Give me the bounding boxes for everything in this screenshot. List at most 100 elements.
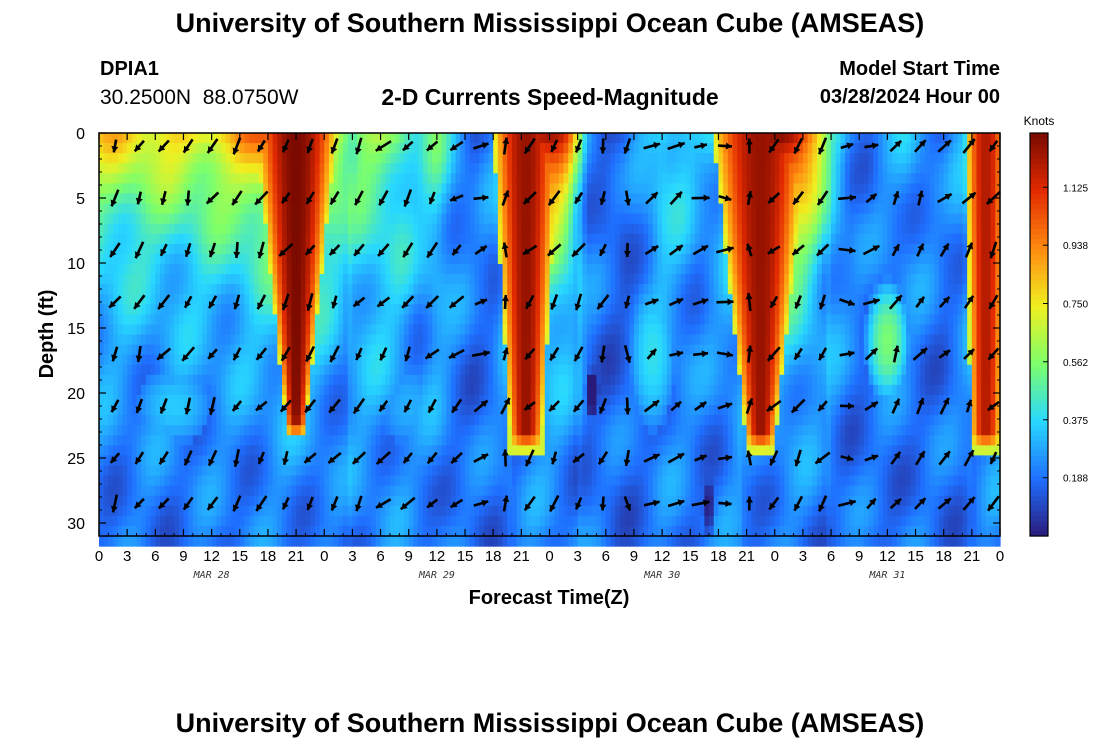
heatmap-cell — [183, 314, 189, 326]
heatmap-cell — [657, 445, 663, 456]
heatmap-cell — [188, 183, 194, 195]
heatmap-cell — [253, 143, 260, 154]
heatmap-cell — [282, 153, 288, 164]
heatmap-cell — [483, 284, 490, 295]
heatmap-cell — [357, 384, 363, 396]
heatmap-cell — [160, 324, 166, 336]
heatmap-cell — [206, 203, 213, 215]
heatmap-cell — [497, 324, 504, 336]
heatmap-cell — [333, 213, 339, 225]
heatmap-cell — [404, 153, 410, 164]
heatmap-cell — [145, 505, 152, 517]
heatmap-cell — [399, 314, 405, 326]
heatmap-cell — [591, 183, 598, 195]
heatmap-cell — [267, 203, 274, 215]
heatmap-cell — [145, 465, 152, 477]
heatmap-cell — [286, 435, 292, 446]
heatmap-cell — [563, 233, 569, 245]
heatmap-cell — [483, 465, 490, 477]
heatmap-cell — [99, 233, 105, 245]
heatmap-cell — [160, 334, 166, 346]
heatmap-cell — [638, 133, 644, 144]
heatmap-cell — [450, 415, 457, 426]
heatmap-cell — [155, 374, 161, 386]
heatmap-cell — [178, 536, 185, 547]
heatmap-cell — [202, 354, 208, 366]
heatmap-cell — [192, 435, 199, 446]
heatmap-cell — [479, 374, 485, 386]
heatmap-cell — [619, 284, 626, 295]
heatmap-cell — [169, 133, 175, 144]
heatmap-cell — [507, 263, 513, 275]
heatmap-cell — [291, 536, 297, 547]
heatmap-cell — [427, 364, 433, 376]
heatmap-cell — [511, 475, 518, 487]
heatmap-cell — [493, 405, 499, 416]
heatmap-cell — [328, 495, 335, 507]
heatmap-cell — [366, 304, 372, 315]
heatmap-cell — [174, 405, 180, 416]
heatmap-cell — [380, 183, 386, 195]
heatmap-cell — [164, 173, 170, 184]
heatmap-cell — [300, 525, 307, 537]
heatmap-cell — [117, 384, 124, 396]
heatmap-cell — [291, 203, 297, 215]
heatmap-cell — [131, 314, 138, 326]
heatmap-cell — [436, 465, 443, 477]
heatmap-cell — [422, 505, 429, 517]
heatmap-cell — [380, 364, 386, 376]
heatmap-cell — [666, 394, 673, 406]
heatmap-cell — [535, 213, 541, 225]
heatmap-cell — [155, 394, 161, 406]
heatmap-cell — [141, 213, 147, 225]
heatmap-cell — [652, 133, 659, 144]
heatmap-cell — [610, 233, 616, 245]
heatmap-cell — [380, 394, 386, 406]
heatmap-cell — [601, 465, 607, 477]
heatmap-cell — [131, 193, 138, 205]
heatmap-cell — [338, 143, 344, 154]
heatmap-cell — [108, 536, 114, 547]
heatmap-cell — [577, 253, 583, 265]
heatmap-cell — [141, 233, 147, 245]
heatmap-cell — [108, 253, 114, 265]
heatmap-cell — [282, 394, 288, 406]
heatmap-cell — [568, 213, 574, 225]
heatmap-cell — [591, 334, 598, 346]
heatmap-cell — [244, 364, 250, 376]
heatmap-cell — [202, 133, 208, 144]
heatmap-cell — [99, 515, 105, 527]
heatmap-cell — [249, 314, 255, 326]
heatmap-cell — [549, 354, 555, 366]
heatmap-cell — [436, 163, 443, 174]
heatmap-cell — [427, 536, 433, 547]
heatmap-cell — [103, 495, 109, 507]
heatmap-cell — [615, 304, 621, 315]
heatmap-cell — [460, 274, 466, 285]
heatmap-cell — [568, 143, 574, 154]
heatmap-cell — [558, 445, 565, 456]
heatmap-cell — [446, 384, 452, 396]
heatmap-cell — [282, 163, 288, 174]
heatmap-cell — [544, 173, 551, 184]
heatmap-cell — [277, 183, 283, 195]
heatmap-cell — [239, 405, 246, 416]
heatmap-cell — [310, 173, 316, 184]
heatmap-cell — [192, 505, 199, 517]
heatmap-cell — [479, 505, 485, 517]
heatmap-cell — [216, 143, 222, 154]
heatmap-cell — [371, 173, 377, 184]
heatmap-cell — [333, 143, 339, 154]
heatmap-cell — [328, 394, 335, 406]
heatmap-cell — [563, 344, 569, 356]
heatmap-cell — [131, 384, 138, 396]
heatmap-cell — [558, 133, 565, 144]
heatmap-cell — [249, 485, 255, 497]
chart-subtitle: 2-D Currents Speed-Magnitude — [381, 84, 719, 110]
heatmap-cell — [502, 173, 508, 184]
heatmap-cell — [221, 233, 227, 245]
heatmap-cell — [136, 284, 142, 295]
heatmap-cell — [136, 415, 142, 426]
heatmap-cell — [117, 284, 124, 295]
heatmap-cell — [404, 294, 410, 305]
